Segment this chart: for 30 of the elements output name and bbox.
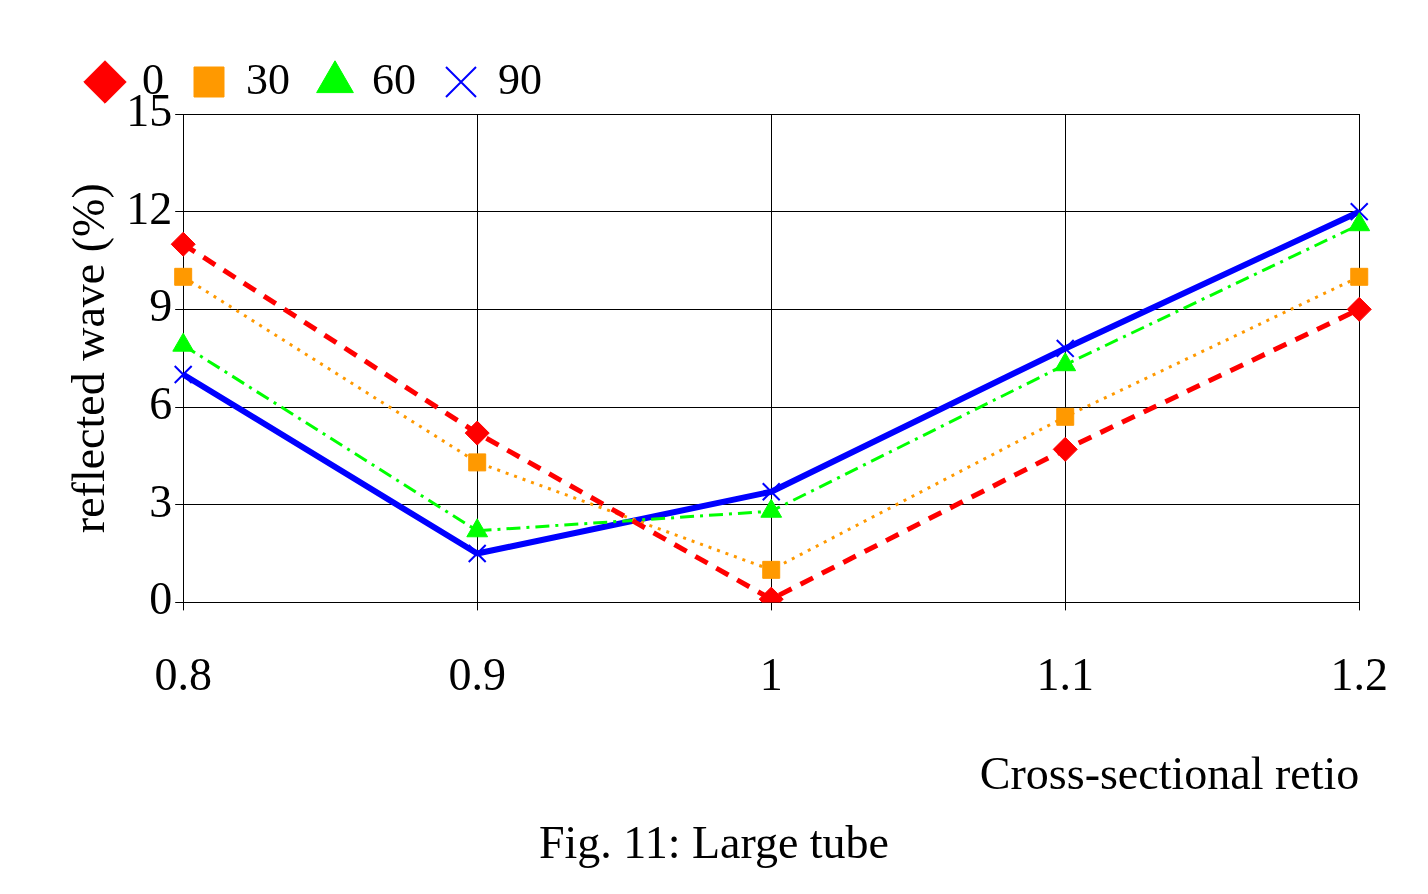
y-axis-title: reflected wave (%) bbox=[62, 183, 114, 534]
point bbox=[1052, 436, 1078, 462]
legend-label: 30 bbox=[246, 54, 290, 104]
point bbox=[1350, 267, 1369, 286]
point bbox=[1349, 202, 1369, 222]
point bbox=[467, 544, 487, 564]
x-tick-label: 0.8 bbox=[154, 649, 212, 701]
point bbox=[761, 482, 781, 502]
point bbox=[468, 453, 487, 472]
x-tick-label: 0.9 bbox=[448, 649, 506, 701]
x-tick-label: 1.2 bbox=[1330, 649, 1388, 701]
point bbox=[174, 267, 193, 286]
point bbox=[1055, 338, 1075, 358]
point bbox=[1346, 296, 1372, 322]
point bbox=[173, 365, 193, 384]
point bbox=[762, 560, 781, 579]
y-tick-label: 6 bbox=[149, 378, 173, 430]
point bbox=[464, 420, 490, 446]
x-axis-title: Cross-sectional retio bbox=[979, 748, 1360, 800]
y-tick-label: 3 bbox=[149, 475, 173, 527]
y-tick-label: 0 bbox=[149, 573, 173, 625]
point bbox=[170, 231, 196, 257]
x-tick-label: 1.1 bbox=[1036, 649, 1094, 701]
y-tick-label: 12 bbox=[126, 182, 173, 234]
x-tick-label: 1 bbox=[759, 649, 783, 701]
point bbox=[1056, 407, 1075, 426]
legend-label: 90 bbox=[498, 54, 542, 104]
text: Fig. 11: Large tube bbox=[538, 817, 890, 869]
legend-label: 60 bbox=[372, 54, 416, 104]
y-tick-label: 9 bbox=[149, 280, 173, 332]
